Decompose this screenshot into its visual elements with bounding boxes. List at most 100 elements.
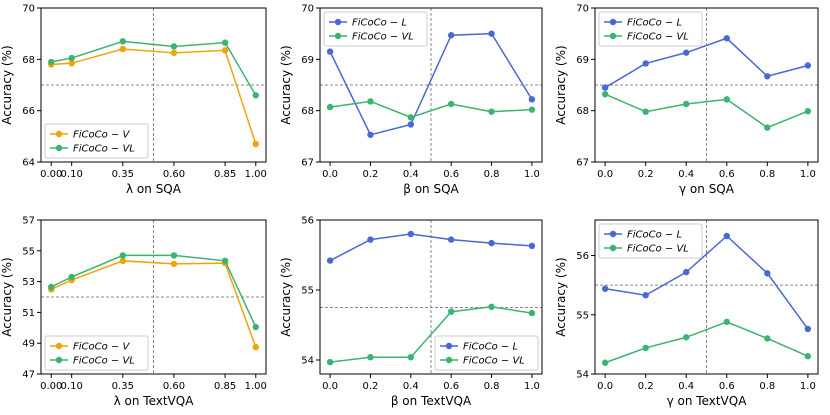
data-point-VL bbox=[683, 334, 690, 341]
data-point-VL bbox=[804, 107, 812, 115]
legend-box bbox=[598, 11, 703, 47]
x-tick-label: 0.60 bbox=[163, 381, 185, 392]
x-tick-label: 0.4 bbox=[678, 381, 694, 392]
legend-label-V: FiCoCo − V bbox=[73, 130, 130, 141]
legend: FiCoCo − V FiCoCo − VL bbox=[44, 123, 149, 159]
x-tick-label: 0.60 bbox=[163, 169, 185, 180]
series-line-VL bbox=[51, 40, 257, 96]
legend-label-L: FiCoCo − L bbox=[627, 18, 682, 29]
data-point-L bbox=[447, 236, 455, 243]
x-tick-label: 0.6 bbox=[719, 169, 735, 180]
data-point-VL bbox=[642, 108, 649, 115]
x-tick-label: 0.00 bbox=[40, 169, 62, 180]
data-point-VL bbox=[723, 318, 730, 326]
series-line-L bbox=[605, 234, 809, 330]
data-point-L bbox=[407, 121, 415, 128]
y-tick-label: 68 bbox=[301, 106, 314, 117]
data-point-V bbox=[252, 140, 259, 148]
y-tick-label: 53 bbox=[22, 277, 35, 288]
legend-marker-VL bbox=[609, 244, 617, 252]
x-axis-title: β on TextVQA bbox=[391, 394, 472, 408]
y-tick-label: 68 bbox=[576, 106, 589, 117]
x-tick-label: 1.00 bbox=[245, 169, 267, 180]
chart-panel-2: 0.0 0.2 0.4 0.6 0.8 1.0 67 68 69 70 β on SQA Accura… bbox=[279, 4, 543, 196]
chart-panel-5: 0.0 0.2 0.4 0.6 0.8 1.0 54 55 56 β on TextVQA Accu… bbox=[279, 216, 543, 408]
data-point-L bbox=[683, 268, 690, 276]
data-point-L bbox=[447, 32, 455, 39]
y-tick-label: 70 bbox=[301, 4, 314, 15]
data-point-VL bbox=[221, 257, 229, 265]
chart-panel-3: 0.0 0.2 0.4 0.6 0.8 1.0 67 68 69 70 γ on SQA Accura… bbox=[554, 4, 819, 196]
y-tick-label: 64 bbox=[22, 158, 35, 169]
series-line-V bbox=[51, 48, 257, 145]
data-point-VL bbox=[119, 252, 127, 259]
legend-marker-VL bbox=[334, 32, 342, 40]
data-point-VL bbox=[642, 344, 649, 352]
x-tick-label: 0.35 bbox=[112, 381, 134, 392]
data-point-L bbox=[601, 84, 609, 91]
legend-label-L: FiCoCo − L bbox=[463, 342, 518, 353]
y-tick-label: 51 bbox=[22, 308, 35, 319]
data-point-VL bbox=[764, 124, 771, 131]
plot-frame bbox=[40, 219, 267, 375]
legend: FiCoCo − L FiCoCo − VL bbox=[598, 11, 703, 47]
series-line-L bbox=[329, 32, 533, 136]
x-tick-label: 0.4 bbox=[403, 169, 419, 180]
x-tick-label: 0.6 bbox=[443, 169, 459, 180]
legend-marker-VL bbox=[609, 32, 617, 40]
legend: FiCoCo − L FiCoCo − VL bbox=[434, 335, 539, 371]
data-point-L bbox=[326, 257, 334, 264]
legend-marker-VL bbox=[55, 144, 63, 152]
plot-frame bbox=[594, 219, 819, 375]
series-line-L bbox=[604, 37, 809, 89]
series-line-VL bbox=[50, 254, 257, 328]
legend-label-VL: FiCoCo − VL bbox=[627, 244, 689, 255]
legend-marker-L bbox=[609, 230, 617, 238]
y-axis-title: Accuracy (%) bbox=[0, 45, 14, 124]
legend-marker-L bbox=[445, 342, 453, 350]
legend-box bbox=[434, 335, 539, 371]
y-tick-label: 56 bbox=[576, 251, 589, 262]
data-point-VL bbox=[68, 273, 75, 281]
x-tick-label: 0.8 bbox=[484, 381, 500, 392]
chart-panel-6: 0.0 0.2 0.4 0.6 0.8 1.0 54 55 56 γ on TextVQA Accu… bbox=[554, 219, 819, 408]
data-point-VL bbox=[723, 96, 730, 103]
legend-label-V: FiCoCo − V bbox=[73, 342, 130, 353]
data-point-VL bbox=[764, 335, 771, 342]
legend-marker-VL bbox=[55, 356, 63, 364]
data-point-VL bbox=[252, 92, 259, 99]
x-tick-label: 0.10 bbox=[61, 381, 83, 392]
y-tick-label: 67 bbox=[301, 158, 314, 169]
x-tick-label: 0.10 bbox=[61, 169, 83, 180]
legend: FiCoCo − L FiCoCo − VL bbox=[323, 11, 428, 47]
series-line-V bbox=[50, 260, 257, 348]
data-point-VL bbox=[407, 114, 415, 121]
y-tick-label: 49 bbox=[22, 339, 35, 350]
y-tick-label: 54 bbox=[576, 370, 589, 381]
data-point-L bbox=[601, 285, 609, 292]
x-tick-label: 1.0 bbox=[524, 169, 540, 180]
data-point-VL bbox=[367, 354, 374, 361]
chart-panel-4: 0.000.10 0.35 0.60 0.85 1.00 47 49 51 53 55 57 λ on… bbox=[0, 216, 267, 409]
legend: FiCoCo − V FiCoCo − VL bbox=[44, 335, 149, 371]
x-axis-title: γ on TextVQA bbox=[667, 394, 748, 408]
series-line-VL bbox=[604, 93, 809, 129]
series-line-VL bbox=[329, 100, 532, 119]
legend-label-L: FiCoCo − L bbox=[627, 230, 682, 241]
legend-marker-V bbox=[55, 342, 63, 350]
data-point-L bbox=[642, 60, 649, 67]
chart-panel-1: 0.000.10 0.35 0.60 0.85 1.00 64 66 68 70 λ on SQA… bbox=[0, 4, 267, 197]
x-axis-title: γ on SQA bbox=[679, 182, 735, 196]
legend-marker-VL bbox=[445, 356, 453, 364]
data-point-L bbox=[528, 96, 536, 103]
data-point-VL bbox=[683, 100, 690, 108]
data-point-VL bbox=[326, 358, 334, 366]
data-point-L bbox=[367, 131, 374, 138]
x-tick-label: 1.00 bbox=[245, 381, 267, 392]
data-point-L bbox=[764, 73, 771, 80]
x-tick-label: 0.2 bbox=[638, 381, 654, 392]
y-tick-label: 69 bbox=[301, 55, 314, 66]
plot-frame bbox=[594, 7, 819, 163]
series-line-VL bbox=[604, 321, 809, 364]
